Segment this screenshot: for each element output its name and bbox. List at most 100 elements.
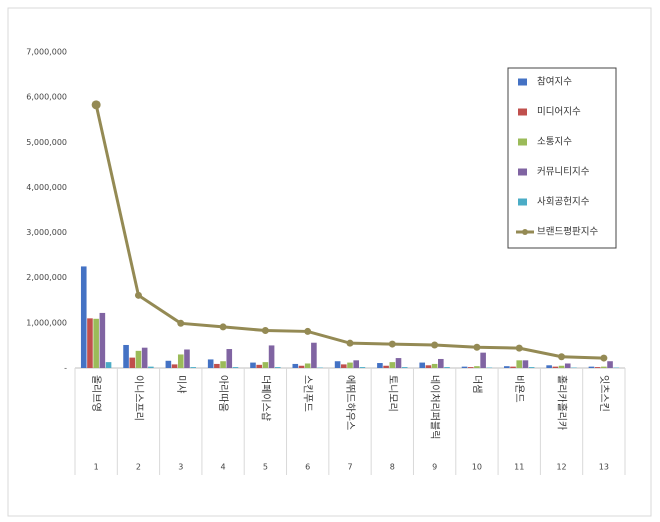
x-tick-label: 이니스프리 — [132, 375, 144, 421]
rank-label: 8 — [390, 463, 395, 472]
bar — [510, 366, 516, 368]
bar — [480, 352, 486, 368]
legend-label: 참여지수 — [537, 76, 572, 88]
bar — [546, 365, 552, 368]
x-tick-label: 에뛰드하우스 — [344, 375, 357, 430]
bar — [461, 366, 468, 368]
bar — [377, 363, 383, 368]
legend-box — [507, 67, 617, 249]
bar — [268, 345, 275, 368]
legend-swatch — [518, 78, 527, 86]
line-marker — [177, 319, 185, 327]
bar — [148, 366, 154, 368]
bar — [177, 354, 184, 368]
bar — [105, 362, 112, 368]
bar — [438, 358, 444, 368]
y-tick-label: 7,000,000 — [26, 48, 67, 57]
bar — [304, 363, 311, 368]
rank-label: 4 — [221, 463, 226, 472]
rank-label: 13 — [599, 463, 609, 472]
bar — [214, 363, 220, 368]
bar — [395, 358, 402, 368]
y-tick-label: 6,000,000 — [26, 93, 67, 102]
rank-label: 12 — [556, 463, 566, 472]
legend-label: 브랜드평판지수 — [537, 227, 598, 238]
bar — [311, 342, 317, 368]
rank-label: 10 — [472, 463, 482, 472]
bar — [232, 367, 239, 368]
line-marker — [304, 327, 312, 335]
x-tick-label: 스킨푸드 — [302, 375, 314, 412]
bar — [99, 312, 106, 368]
bar — [601, 366, 607, 368]
bar — [165, 360, 172, 368]
bar — [135, 350, 142, 368]
rank-label: 2 — [136, 463, 141, 472]
rank-label: 1 — [94, 463, 99, 472]
bar — [359, 367, 366, 368]
bar — [334, 361, 341, 368]
x-tick-label: 더샘 — [471, 375, 483, 393]
x-tick-label: 더페이스샵 — [259, 375, 271, 421]
bar — [353, 360, 359, 368]
bar — [292, 363, 299, 368]
bar — [341, 364, 347, 368]
x-tick-label: 잇츠스킨 — [598, 375, 610, 412]
legend-swatch — [518, 198, 527, 206]
legend-label: 사회공헌지수 — [537, 197, 590, 208]
legend-swatch — [518, 108, 527, 116]
line-marker — [515, 344, 523, 352]
bar — [207, 359, 214, 368]
x-tick-label: 홀리카홀리카 — [556, 375, 569, 430]
line-marker — [134, 291, 142, 299]
bar — [262, 362, 269, 368]
line-marker — [431, 341, 439, 349]
line-marker — [346, 339, 354, 347]
bar — [528, 367, 535, 368]
bar — [93, 318, 99, 368]
bar — [129, 357, 136, 368]
bar — [141, 347, 148, 368]
bar — [226, 349, 233, 368]
rank-label: 3 — [178, 463, 183, 472]
bar — [87, 318, 93, 368]
bar — [383, 365, 389, 368]
y-tick-label: 3,000,000 — [26, 228, 67, 237]
bar — [522, 360, 529, 368]
x-tick-label: 네이처리퍼블릭 — [429, 375, 441, 439]
legend-swatch — [518, 138, 527, 146]
rank-label: 6 — [305, 463, 310, 472]
y-tick-label: 5,000,000 — [26, 138, 67, 147]
bar — [607, 361, 613, 368]
rank-label: 9 — [432, 463, 437, 472]
y-tick-label: 2,000,000 — [26, 273, 67, 282]
legend-marker — [522, 229, 528, 235]
line-marker — [473, 343, 481, 351]
y-tick-label: 4,000,000 — [26, 183, 67, 192]
x-tick-label: 올리브영 — [90, 375, 102, 412]
bar — [474, 366, 480, 368]
bar — [425, 365, 432, 368]
bar — [594, 367, 601, 368]
bar — [347, 362, 353, 368]
bar — [467, 367, 474, 368]
legend-swatch — [518, 168, 527, 176]
bar — [256, 364, 262, 368]
line-marker — [91, 100, 101, 110]
bar — [298, 365, 305, 368]
bar — [190, 367, 196, 368]
bar — [274, 367, 281, 368]
bar — [123, 344, 129, 368]
bar — [516, 360, 523, 368]
rank-label: 7 — [347, 463, 352, 472]
bar — [504, 366, 510, 368]
line-marker — [600, 354, 608, 362]
line-marker — [388, 340, 396, 348]
legend-label: 커뮤니티지수 — [537, 167, 590, 178]
bar — [588, 366, 595, 368]
rank-label: 5 — [263, 463, 268, 472]
bar — [431, 363, 438, 368]
y-tick-label: - — [64, 364, 67, 373]
legend-label: 미디어지수 — [537, 107, 581, 118]
